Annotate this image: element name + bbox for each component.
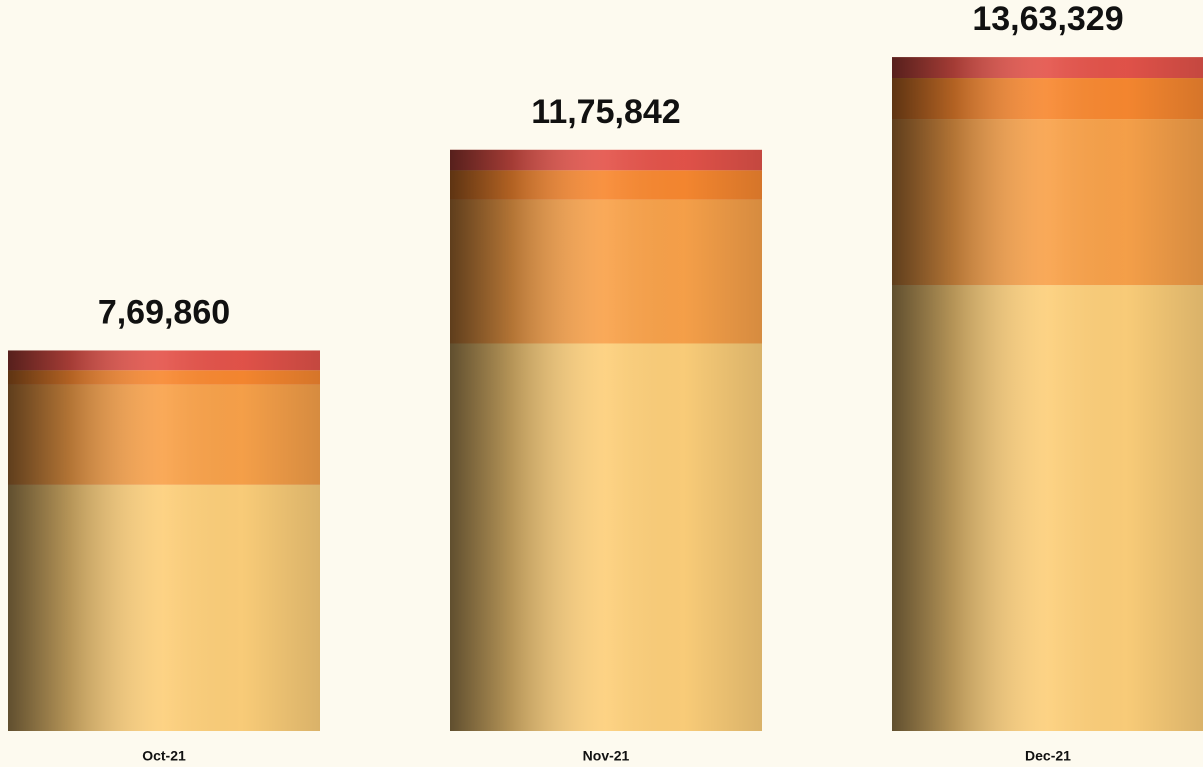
bar-segment	[450, 199, 762, 344]
bar-segment	[8, 484, 320, 731]
bar-segment	[8, 384, 320, 485]
bar-segment	[8, 370, 320, 385]
bar-segment	[450, 149, 762, 171]
bar-segment	[8, 350, 320, 371]
bar-segment	[892, 119, 1203, 286]
bar-segment	[450, 170, 762, 200]
bar-segment	[450, 343, 762, 731]
x-tick-label: Dec-21	[1025, 748, 1071, 764]
bar-segment	[892, 285, 1203, 731]
bar-segment	[892, 78, 1203, 120]
x-tick-label: Oct-21	[142, 748, 186, 764]
bar-segment	[892, 57, 1203, 79]
total-label: 13,63,329	[972, 0, 1123, 38]
total-label: 7,69,860	[98, 293, 230, 331]
x-tick-label: Nov-21	[583, 748, 630, 764]
total-label: 11,75,842	[531, 93, 680, 131]
